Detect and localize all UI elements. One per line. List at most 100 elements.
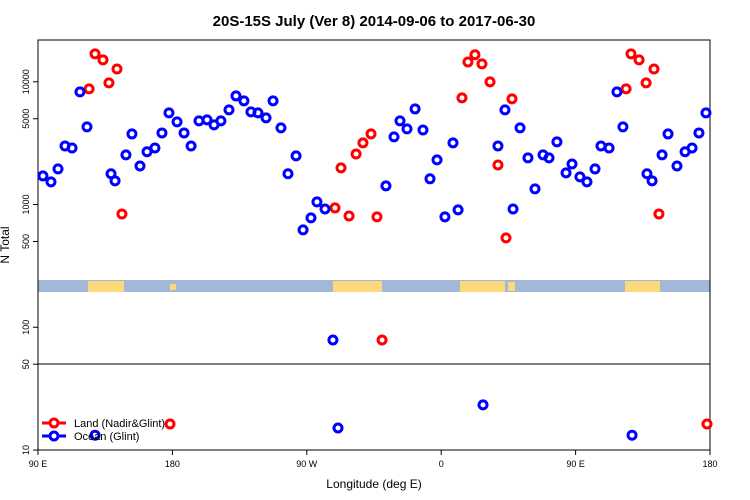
y-tick-label: 1000 <box>21 195 31 215</box>
point <box>350 148 362 160</box>
legend-label: Land (Nadir&Glint) <box>74 418 165 430</box>
point <box>633 54 645 66</box>
point <box>163 107 175 119</box>
point <box>625 48 637 60</box>
legend-symbol <box>48 430 60 442</box>
point <box>574 171 586 183</box>
point <box>447 137 459 149</box>
land-strip <box>88 281 124 292</box>
point <box>156 127 168 139</box>
point <box>662 128 674 140</box>
point <box>529 183 541 195</box>
point <box>185 140 197 152</box>
point <box>477 399 489 411</box>
point <box>103 77 115 89</box>
point <box>424 173 436 185</box>
legend: Land (Nadir&Glint)Ocean (Glint) <box>42 417 165 443</box>
point <box>81 121 93 133</box>
land-strip <box>333 281 382 292</box>
point <box>603 142 615 154</box>
point <box>484 76 496 88</box>
x-tick-label: 180 <box>702 459 717 469</box>
point <box>230 90 242 102</box>
point <box>700 107 712 119</box>
point <box>223 104 235 116</box>
point <box>376 334 388 346</box>
point <box>260 112 272 124</box>
point <box>409 103 421 115</box>
point <box>462 56 474 68</box>
point <box>319 203 331 215</box>
land-strip <box>508 282 515 291</box>
point <box>201 114 213 126</box>
point <box>686 142 698 154</box>
point <box>514 122 526 134</box>
point <box>111 63 123 75</box>
point <box>343 210 355 222</box>
point <box>701 418 713 430</box>
point <box>329 202 341 214</box>
point <box>431 154 443 166</box>
point <box>164 418 176 430</box>
y-tick-label: 5000 <box>21 109 31 129</box>
point <box>66 142 78 154</box>
point <box>492 159 504 171</box>
point <box>252 107 264 119</box>
point <box>335 162 347 174</box>
surface-strip <box>38 280 710 292</box>
point <box>74 86 86 98</box>
point <box>97 54 109 66</box>
point <box>109 175 121 187</box>
land-strip <box>625 281 660 292</box>
point <box>626 429 638 441</box>
x-tick-label: 90 W <box>296 459 318 469</box>
point <box>380 180 392 192</box>
y-tick-label: 500 <box>21 234 31 249</box>
point <box>267 95 279 107</box>
point <box>581 176 593 188</box>
point <box>215 115 227 127</box>
point <box>492 140 504 152</box>
point <box>653 208 665 220</box>
point <box>648 63 660 75</box>
point <box>371 211 383 223</box>
x-tick-label: 90 E <box>566 459 585 469</box>
point <box>439 211 451 223</box>
point <box>620 83 632 95</box>
point <box>83 83 95 95</box>
y-axis-label: N Total <box>0 226 12 263</box>
point <box>522 152 534 164</box>
y-tick-label: 100 <box>21 320 31 335</box>
point <box>126 128 138 140</box>
point <box>417 124 429 136</box>
point <box>566 158 578 170</box>
x-axis-label: Longitude (deg E) <box>326 477 421 491</box>
point <box>641 168 653 180</box>
point <box>476 58 488 70</box>
y-tick-label: 10 <box>21 445 31 455</box>
point <box>671 160 683 172</box>
point <box>456 92 468 104</box>
land-strip <box>170 284 176 290</box>
point <box>640 77 652 89</box>
point <box>506 93 518 105</box>
point <box>327 334 339 346</box>
point <box>560 167 572 179</box>
point <box>656 149 668 161</box>
point <box>469 49 481 61</box>
legend-label: Ocean (Glint) <box>74 431 139 443</box>
x-tick-label: 90 E <box>29 459 48 469</box>
point <box>275 122 287 134</box>
point <box>617 121 629 133</box>
point <box>499 104 511 116</box>
point <box>171 116 183 128</box>
x-tick-label: 0 <box>439 459 444 469</box>
point <box>332 422 344 434</box>
point <box>365 128 377 140</box>
point <box>394 115 406 127</box>
point <box>305 212 317 224</box>
point <box>693 127 705 139</box>
point <box>297 224 309 236</box>
point <box>282 168 294 180</box>
